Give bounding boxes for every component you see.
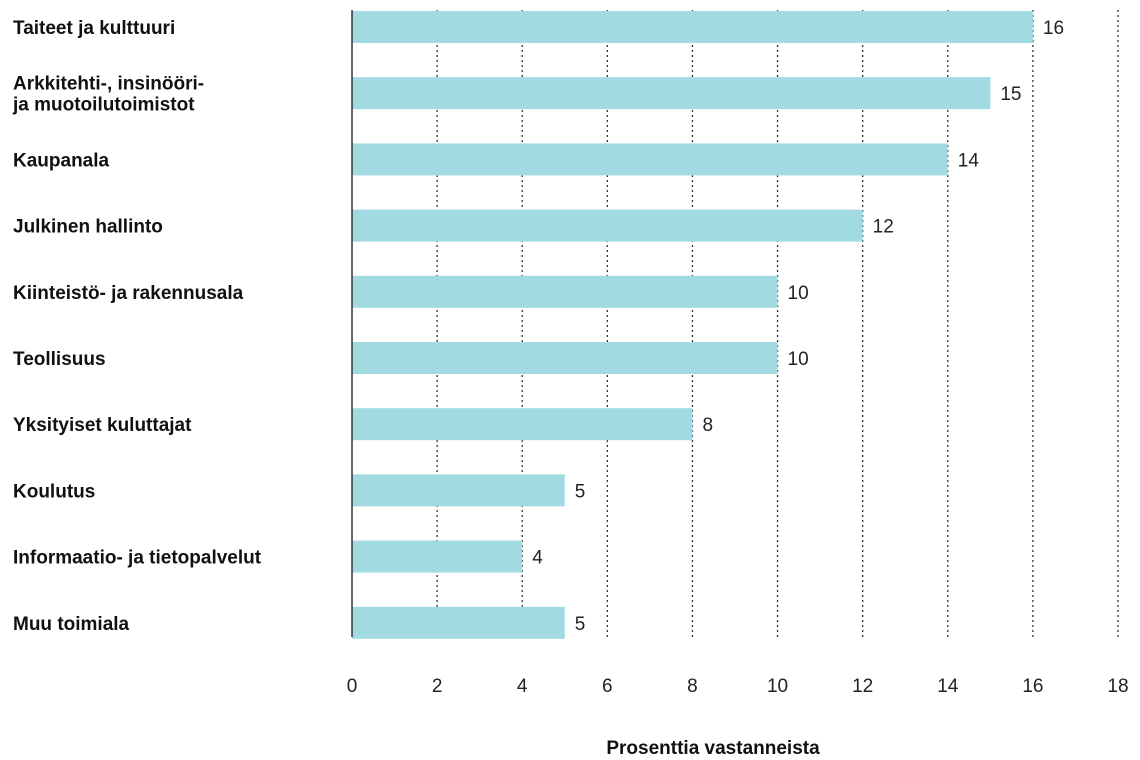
bar (352, 275, 778, 308)
bar (352, 342, 778, 374)
value-label: 4 (532, 548, 543, 569)
x-tick-label: 16 (1022, 676, 1043, 697)
value-label: 14 (958, 150, 980, 171)
value-labels: 16 15 14 12 10 10 8 5 4 5 (532, 18, 1064, 635)
x-tick-label: 0 (347, 676, 358, 697)
category-label: Yksityiset kuluttajat (13, 415, 192, 436)
x-tick-label: 6 (602, 676, 613, 697)
value-label: 15 (1000, 84, 1021, 105)
category-label: Arkkitehti-, insinööri-ja muotoilutoimis… (12, 74, 204, 116)
x-axis-title: Prosenttia vastanneista (606, 738, 820, 759)
bar (352, 143, 948, 176)
bars (352, 11, 1033, 639)
x-tick-label: 12 (852, 676, 873, 697)
value-label: 10 (788, 349, 809, 370)
x-tick-label: 14 (937, 676, 959, 697)
x-tick-label: 8 (687, 676, 698, 697)
value-label: 8 (702, 415, 713, 436)
category-label: Muu toimiala (13, 614, 130, 635)
value-label: 10 (788, 283, 809, 304)
category-label: Kiinteistö- ja rakennusala (13, 283, 244, 304)
x-tick-labels: 0 2 4 6 8 10 12 14 16 18 (347, 676, 1129, 697)
category-label: Teollisuus (13, 349, 106, 370)
value-label: 5 (575, 614, 586, 635)
x-tick-label: 10 (767, 676, 788, 697)
category-label: Kaupanala (13, 150, 110, 171)
category-label: Julkinen hallinto (13, 217, 163, 238)
value-label: 5 (575, 481, 586, 502)
value-label: 16 (1043, 18, 1064, 39)
bar (352, 606, 565, 639)
bar (352, 11, 1033, 43)
x-tick-label: 4 (517, 676, 528, 697)
bar (352, 408, 693, 441)
category-label: Koulutus (13, 481, 95, 502)
category-label: Taiteet ja kulttuuri (13, 18, 175, 39)
bar (352, 474, 565, 507)
category-labels: Taiteet ja kulttuuri Arkkitehti-, insinöö… (12, 18, 262, 635)
category-label: Informaatio- ja tietopalvelut (13, 548, 262, 569)
value-label: 12 (873, 217, 894, 238)
x-tick-label: 2 (432, 676, 443, 697)
bar (352, 77, 991, 110)
bar (352, 209, 863, 242)
x-tick-label: 18 (1107, 676, 1128, 697)
bar (352, 540, 523, 573)
